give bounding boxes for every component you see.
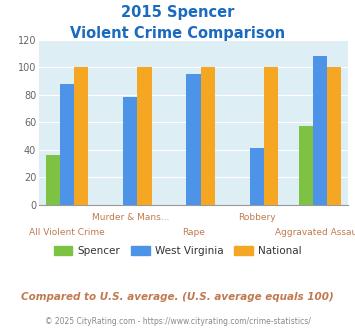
Bar [186, 74, 201, 205]
Text: Violent Crime Comparison: Violent Crime Comparison [70, 26, 285, 41]
Text: Robbery: Robbery [238, 213, 275, 222]
Bar [327, 67, 341, 205]
Text: © 2025 CityRating.com - https://www.cityrating.com/crime-statistics/: © 2025 CityRating.com - https://www.city… [45, 317, 310, 326]
Bar [250, 148, 264, 205]
Legend: Spencer, West Virginia, National: Spencer, West Virginia, National [49, 242, 306, 260]
Bar [46, 155, 60, 205]
Bar [201, 67, 215, 205]
Text: All Violent Crime: All Violent Crime [29, 228, 105, 237]
Bar [264, 67, 278, 205]
Bar [299, 126, 313, 205]
Bar [74, 67, 88, 205]
Text: Aggravated Assault: Aggravated Assault [275, 228, 355, 237]
Bar [60, 83, 74, 205]
Text: 2015 Spencer: 2015 Spencer [121, 5, 234, 20]
Bar [123, 97, 137, 205]
Text: Compared to U.S. average. (U.S. average equals 100): Compared to U.S. average. (U.S. average … [21, 292, 334, 302]
Bar [313, 56, 327, 205]
Text: Rape: Rape [182, 228, 205, 237]
Text: Murder & Mans...: Murder & Mans... [92, 213, 169, 222]
Bar [137, 67, 152, 205]
